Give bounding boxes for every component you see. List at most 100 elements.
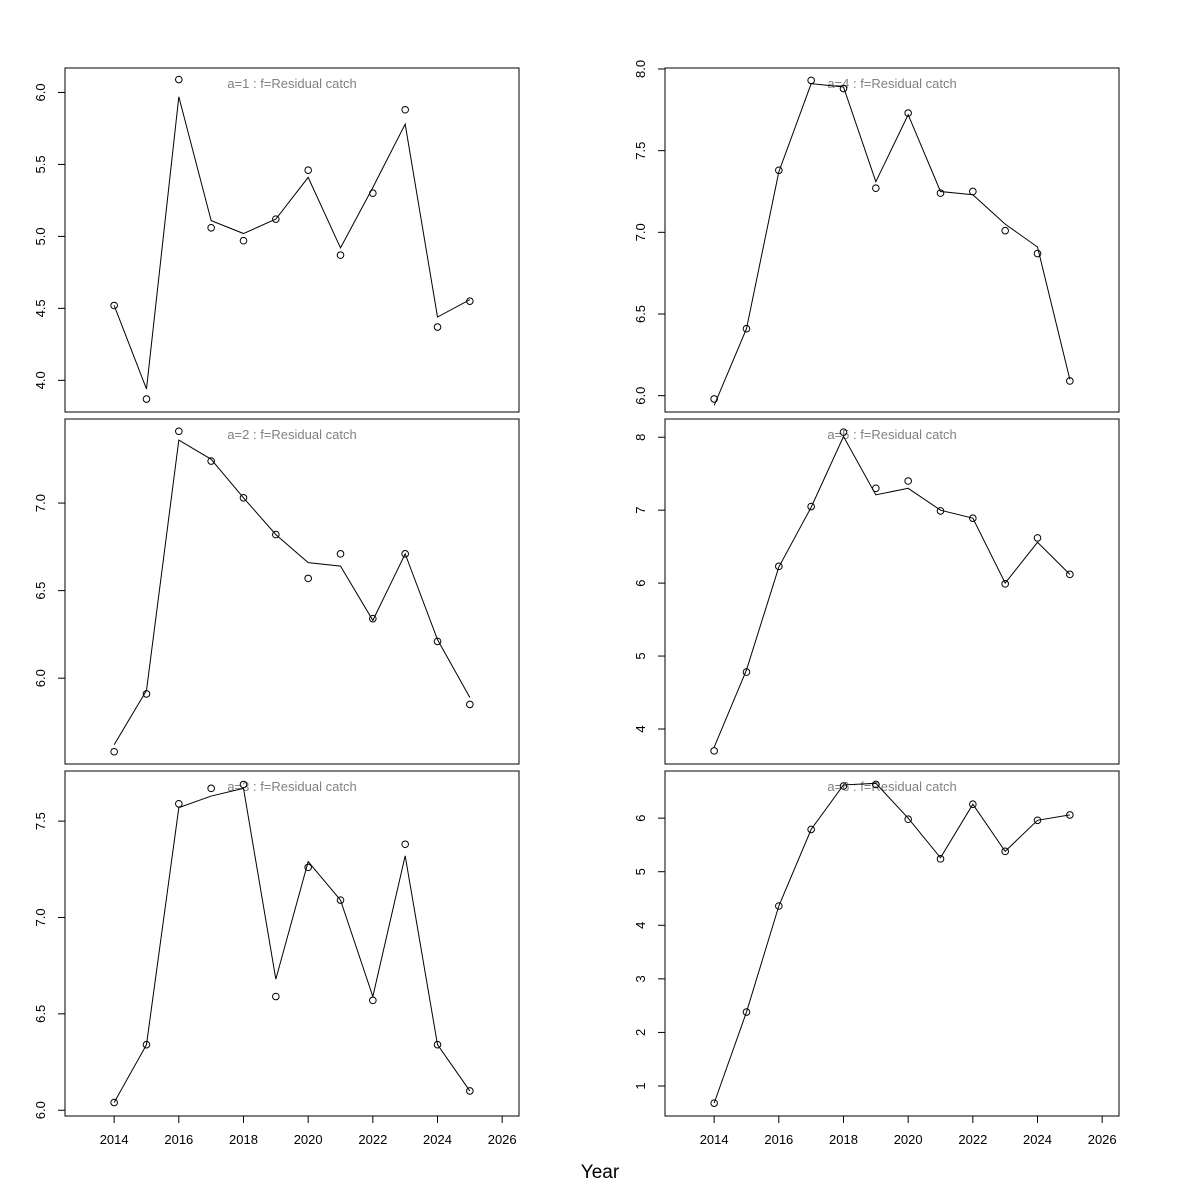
- data-point: [969, 514, 977, 522]
- x-tick-label: 2022: [358, 1132, 387, 1147]
- data-point: [1066, 811, 1074, 819]
- x-tick-label: 2020: [294, 1132, 323, 1147]
- data-point: [1001, 580, 1009, 588]
- x-tick-label: 2022: [958, 1132, 987, 1147]
- y-tick-label: 6: [633, 815, 648, 822]
- y-tick-label: 4: [633, 922, 648, 929]
- data-point: [401, 550, 409, 558]
- data-point: [369, 614, 377, 623]
- y-tick-label: 7.0: [33, 908, 48, 926]
- data-point: [936, 189, 945, 197]
- data-point: [807, 825, 815, 834]
- data-point: [433, 1040, 442, 1049]
- data-point: [1033, 816, 1042, 825]
- plot-frame: [64, 418, 520, 765]
- data-point: [872, 184, 880, 193]
- x-tick-label: 2014: [100, 1132, 129, 1147]
- data-point: [207, 223, 215, 232]
- data-point: [433, 637, 442, 646]
- y-tick-label: 8: [633, 434, 648, 441]
- data-point: [239, 494, 248, 502]
- data-point: [304, 166, 312, 174]
- y-tick-label: 5.0: [33, 227, 48, 245]
- data-point: [239, 780, 248, 789]
- panel-title: a=1 : f=Residual catch: [227, 76, 356, 91]
- y-tick-label: 2: [633, 1029, 648, 1036]
- data-point: [110, 301, 118, 310]
- data-point: [904, 477, 912, 485]
- y-tick-label: 7.0: [33, 494, 48, 512]
- data-point: [336, 251, 345, 259]
- x-tick-label: 2016: [164, 1132, 193, 1147]
- y-tick-label: 3: [633, 975, 648, 982]
- data-point: [839, 428, 848, 436]
- y-tick-label: 4.0: [33, 371, 48, 389]
- data-point: [304, 574, 312, 583]
- data-point: [239, 236, 248, 245]
- data-point: [1033, 249, 1042, 258]
- panel-title: a=2 : f=Residual catch: [227, 427, 356, 442]
- data-point: [175, 799, 183, 808]
- data-point: [839, 782, 848, 790]
- data-point: [304, 863, 312, 872]
- data-point: [839, 84, 848, 93]
- data-point: [272, 215, 280, 223]
- data-point: [710, 747, 718, 755]
- panel-title: a=3 : f=Residual catch: [227, 779, 356, 794]
- data-point: [872, 780, 880, 789]
- fit-line: [713, 83, 1071, 406]
- data-point: [175, 427, 183, 436]
- y-tick-label: 4.5: [33, 299, 48, 317]
- fit-line: [113, 787, 471, 1103]
- y-tick-label: 7: [633, 507, 648, 514]
- data-point: [775, 902, 783, 910]
- y-tick-label: 7.5: [633, 142, 648, 160]
- y-tick-label: 6.0: [633, 387, 648, 405]
- data-point: [775, 562, 783, 571]
- x-tick-label: 2014: [700, 1132, 729, 1147]
- data-point: [1033, 534, 1042, 542]
- y-tick-label: 7.0: [633, 223, 648, 241]
- data-point: [1001, 847, 1009, 856]
- data-point: [710, 1099, 718, 1107]
- data-point: [142, 395, 151, 403]
- data-point: [969, 800, 977, 809]
- fit-line: [713, 435, 1071, 748]
- data-point: [272, 530, 280, 539]
- fit-line: [113, 96, 471, 390]
- y-tick-label: 6.5: [633, 305, 648, 323]
- data-point: [807, 76, 815, 85]
- y-tick-label: 6.5: [33, 1005, 48, 1023]
- x-tick-label: 2016: [764, 1132, 793, 1147]
- plot-frame: [664, 770, 1120, 1117]
- data-point: [742, 1008, 751, 1016]
- data-point: [207, 784, 215, 793]
- data-point: [1001, 226, 1009, 235]
- y-tick-label: 4: [633, 725, 648, 732]
- data-point: [936, 855, 945, 863]
- data-point: [969, 187, 977, 196]
- data-point: [110, 1098, 118, 1107]
- data-point: [466, 700, 474, 709]
- panel-title: a=5 : f=Residual catch: [827, 427, 956, 442]
- data-point: [175, 75, 183, 84]
- y-tick-label: 5: [633, 652, 648, 659]
- panel-title: a=4 : f=Residual catch: [827, 76, 956, 91]
- y-tick-label: 6.5: [33, 582, 48, 600]
- y-tick-label: 6.0: [33, 669, 48, 687]
- y-tick-label: 6.0: [33, 1101, 48, 1119]
- data-point: [904, 815, 912, 824]
- y-tick-label: 1: [633, 1082, 648, 1089]
- data-point: [466, 1087, 474, 1095]
- x-tick-label: 2026: [1088, 1132, 1117, 1147]
- plot-frame: [664, 418, 1120, 765]
- data-point: [401, 840, 409, 849]
- y-tick-label: 6: [633, 579, 648, 586]
- panel-title: a=6 : f=Residual catch: [827, 779, 956, 794]
- data-point: [272, 992, 280, 1001]
- data-point: [336, 896, 345, 904]
- data-point: [904, 109, 912, 117]
- plot-frame: [664, 67, 1120, 413]
- data-point: [433, 323, 442, 331]
